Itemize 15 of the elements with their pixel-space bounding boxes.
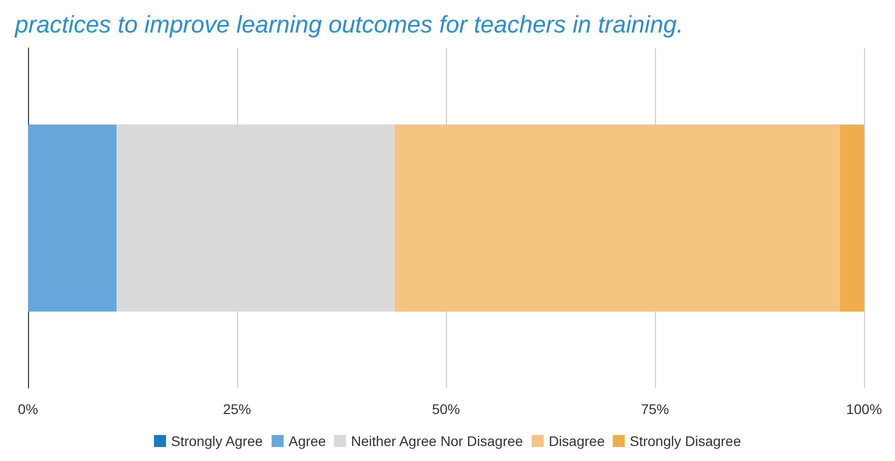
bar — [395, 124, 840, 312]
legend-label: Neither Agree Nor Disagree — [350, 433, 524, 449]
legend-label: Agree — [288, 433, 326, 449]
x-tick-label: 75% — [640, 401, 670, 417]
legend-label: Strongly Disagree — [630, 433, 742, 449]
chart-title: practices to improve learning outcomes for teachers in training. — [14, 12, 684, 38]
x-tick-label: 100% — [846, 401, 882, 417]
bar — [116, 124, 396, 312]
bar — [28, 124, 117, 312]
x-tick-label: 0% — [18, 401, 38, 417]
x-tick-label: 25% — [222, 401, 252, 417]
bar — [840, 124, 864, 312]
legend-label: Strongly Agree — [170, 433, 264, 449]
x-tick-label: 50% — [432, 401, 460, 417]
legend-label: Disagree — [548, 433, 605, 449]
